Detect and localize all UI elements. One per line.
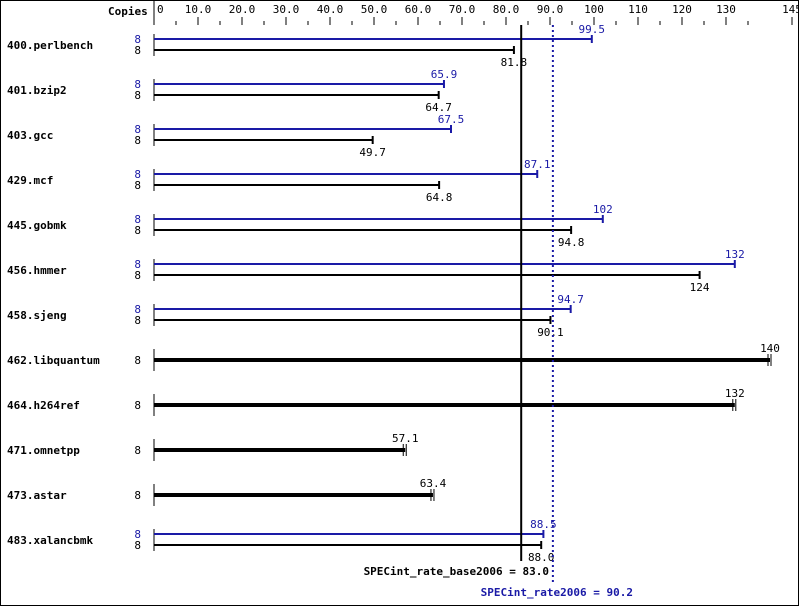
peak-value: 102 bbox=[593, 203, 613, 216]
base-copies: 8 bbox=[134, 354, 141, 367]
tick-label: 120 bbox=[672, 3, 692, 16]
base-copies: 8 bbox=[134, 44, 141, 57]
peak-value: 65.9 bbox=[431, 68, 458, 81]
tick-label: 20.0 bbox=[229, 3, 256, 16]
peak-copies: 8 bbox=[134, 258, 141, 271]
tick-label: 130 bbox=[716, 3, 736, 16]
peak-value: 99.5 bbox=[579, 23, 606, 36]
base-copies: 8 bbox=[134, 134, 141, 147]
benchmark-label: 483.xalancbmk bbox=[7, 534, 93, 547]
base-copies: 8 bbox=[134, 269, 141, 282]
base-copies: 8 bbox=[134, 314, 141, 327]
peak-value: 94.7 bbox=[557, 293, 584, 306]
benchmark-label: 471.omnetpp bbox=[7, 444, 80, 457]
tick-label: 100 bbox=[584, 3, 604, 16]
benchmark-label: 462.libquantum bbox=[7, 354, 100, 367]
base-value: 94.8 bbox=[558, 236, 585, 249]
base-value: 81.8 bbox=[501, 56, 528, 69]
peak-copies: 8 bbox=[134, 33, 141, 46]
peak-copies: 8 bbox=[134, 213, 141, 226]
benchmark-label: 445.gobmk bbox=[7, 219, 67, 232]
tick-label: 40.0 bbox=[317, 3, 344, 16]
benchmark-label: 464.h264ref bbox=[7, 399, 80, 412]
peak-value: 87.1 bbox=[524, 158, 551, 171]
tick-label: 90.0 bbox=[537, 3, 564, 16]
base-value: 57.1 bbox=[392, 432, 419, 445]
base-mean-label: SPECint_rate_base2006 = 83.0 bbox=[364, 565, 549, 578]
base-value: 124 bbox=[690, 281, 710, 294]
peak-copies: 8 bbox=[134, 303, 141, 316]
tick-label: 0 bbox=[157, 3, 164, 16]
tick-label: 50.0 bbox=[361, 3, 388, 16]
base-value: 140 bbox=[760, 342, 780, 355]
tick-label: 110 bbox=[628, 3, 648, 16]
base-copies: 8 bbox=[134, 489, 141, 502]
peak-mean-label: SPECint_rate2006 = 90.2 bbox=[481, 586, 633, 599]
benchmark-label: 458.sjeng bbox=[7, 309, 67, 322]
tick-label: 30.0 bbox=[273, 3, 300, 16]
peak-copies: 8 bbox=[134, 168, 141, 181]
base-value: 90.1 bbox=[537, 326, 564, 339]
benchmark-label: 401.bzip2 bbox=[7, 84, 67, 97]
peak-copies: 8 bbox=[134, 528, 141, 541]
benchmark-label: 456.hmmer bbox=[7, 264, 67, 277]
peak-value: 88.5 bbox=[530, 518, 557, 531]
base-value: 64.8 bbox=[426, 191, 453, 204]
benchmark-label: 473.astar bbox=[7, 489, 67, 502]
base-copies: 8 bbox=[134, 444, 141, 457]
peak-copies: 8 bbox=[134, 78, 141, 91]
base-value: 49.7 bbox=[359, 146, 386, 159]
benchmark-label: 403.gcc bbox=[7, 129, 53, 142]
base-copies: 8 bbox=[134, 224, 141, 237]
peak-value: 67.5 bbox=[438, 113, 465, 126]
tick-label: 10.0 bbox=[185, 3, 212, 16]
copies-header: Copies bbox=[108, 5, 148, 18]
tick-label: 145 bbox=[782, 3, 798, 16]
base-value: 64.7 bbox=[425, 101, 452, 114]
peak-copies: 8 bbox=[134, 123, 141, 136]
base-copies: 8 bbox=[134, 399, 141, 412]
base-value: 88.0 bbox=[528, 551, 555, 564]
base-value: 132 bbox=[725, 387, 745, 400]
benchmark-label: 400.perlbench bbox=[7, 39, 93, 52]
base-copies: 8 bbox=[134, 539, 141, 552]
tick-label: 70.0 bbox=[449, 3, 476, 16]
tick-label: 80.0 bbox=[493, 3, 520, 16]
base-copies: 8 bbox=[134, 179, 141, 192]
tick-label: 60.0 bbox=[405, 3, 432, 16]
base-copies: 8 bbox=[134, 89, 141, 102]
peak-value: 132 bbox=[725, 248, 745, 261]
base-value: 63.4 bbox=[420, 477, 447, 490]
benchmark-label: 429.mcf bbox=[7, 174, 53, 187]
